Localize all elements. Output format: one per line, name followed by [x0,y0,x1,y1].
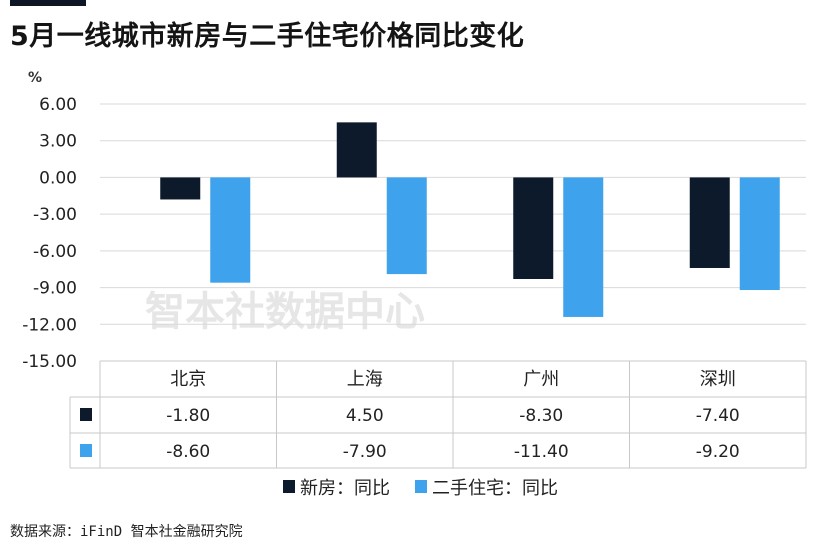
data-label: -1.80 [166,406,210,426]
title-accent-bar [10,0,86,6]
data-label: -7.40 [696,406,740,426]
x-tick-label: 北京 [170,369,206,390]
y-tick-label: -15.00 [22,352,77,372]
bar-new-home [513,177,554,280]
data-source: 数据来源：iFinD 智本社金融研究院 [10,524,243,540]
x-tick-label: 深圳 [700,369,736,390]
table-series-swatch [80,444,92,457]
chart-title: 5月一线城市新房与二手住宅价格同比变化 [10,21,525,52]
data-label: -8.60 [166,442,210,462]
legend-swatch [415,480,427,493]
y-tick-label: -6.00 [33,242,77,262]
y-tick-label: 6.00 [39,95,77,115]
data-label: -11.40 [514,442,569,462]
y-axis-unit: % [28,70,42,86]
x-tick-label: 广州 [523,369,559,390]
y-tick-label: 3.00 [39,132,77,152]
bar-new-home [336,122,377,178]
data-label: -7.90 [343,442,387,462]
data-label: -9.20 [696,442,740,462]
x-tick-label: 上海 [347,369,383,390]
bar-new-home [689,177,730,268]
table-series-swatch [80,408,92,421]
legend-swatch [283,480,295,493]
bar-second-hand [563,177,604,317]
legend-label: 二手住宅：同比 [432,478,558,499]
bar-second-hand [210,177,251,283]
y-tick-label: -3.00 [33,205,77,225]
watermark: 智本社数据中心 [145,289,425,335]
bar-new-home [160,177,201,200]
y-tick-label: -9.00 [33,279,77,299]
data-label: 4.50 [346,406,384,426]
legend-label: 新房：同比 [300,478,390,499]
data-label: -8.30 [519,406,563,426]
y-tick-label: -12.00 [22,315,77,335]
bar-second-hand [386,177,427,275]
bar-second-hand [739,177,780,291]
y-tick-label: 0.00 [39,168,77,188]
